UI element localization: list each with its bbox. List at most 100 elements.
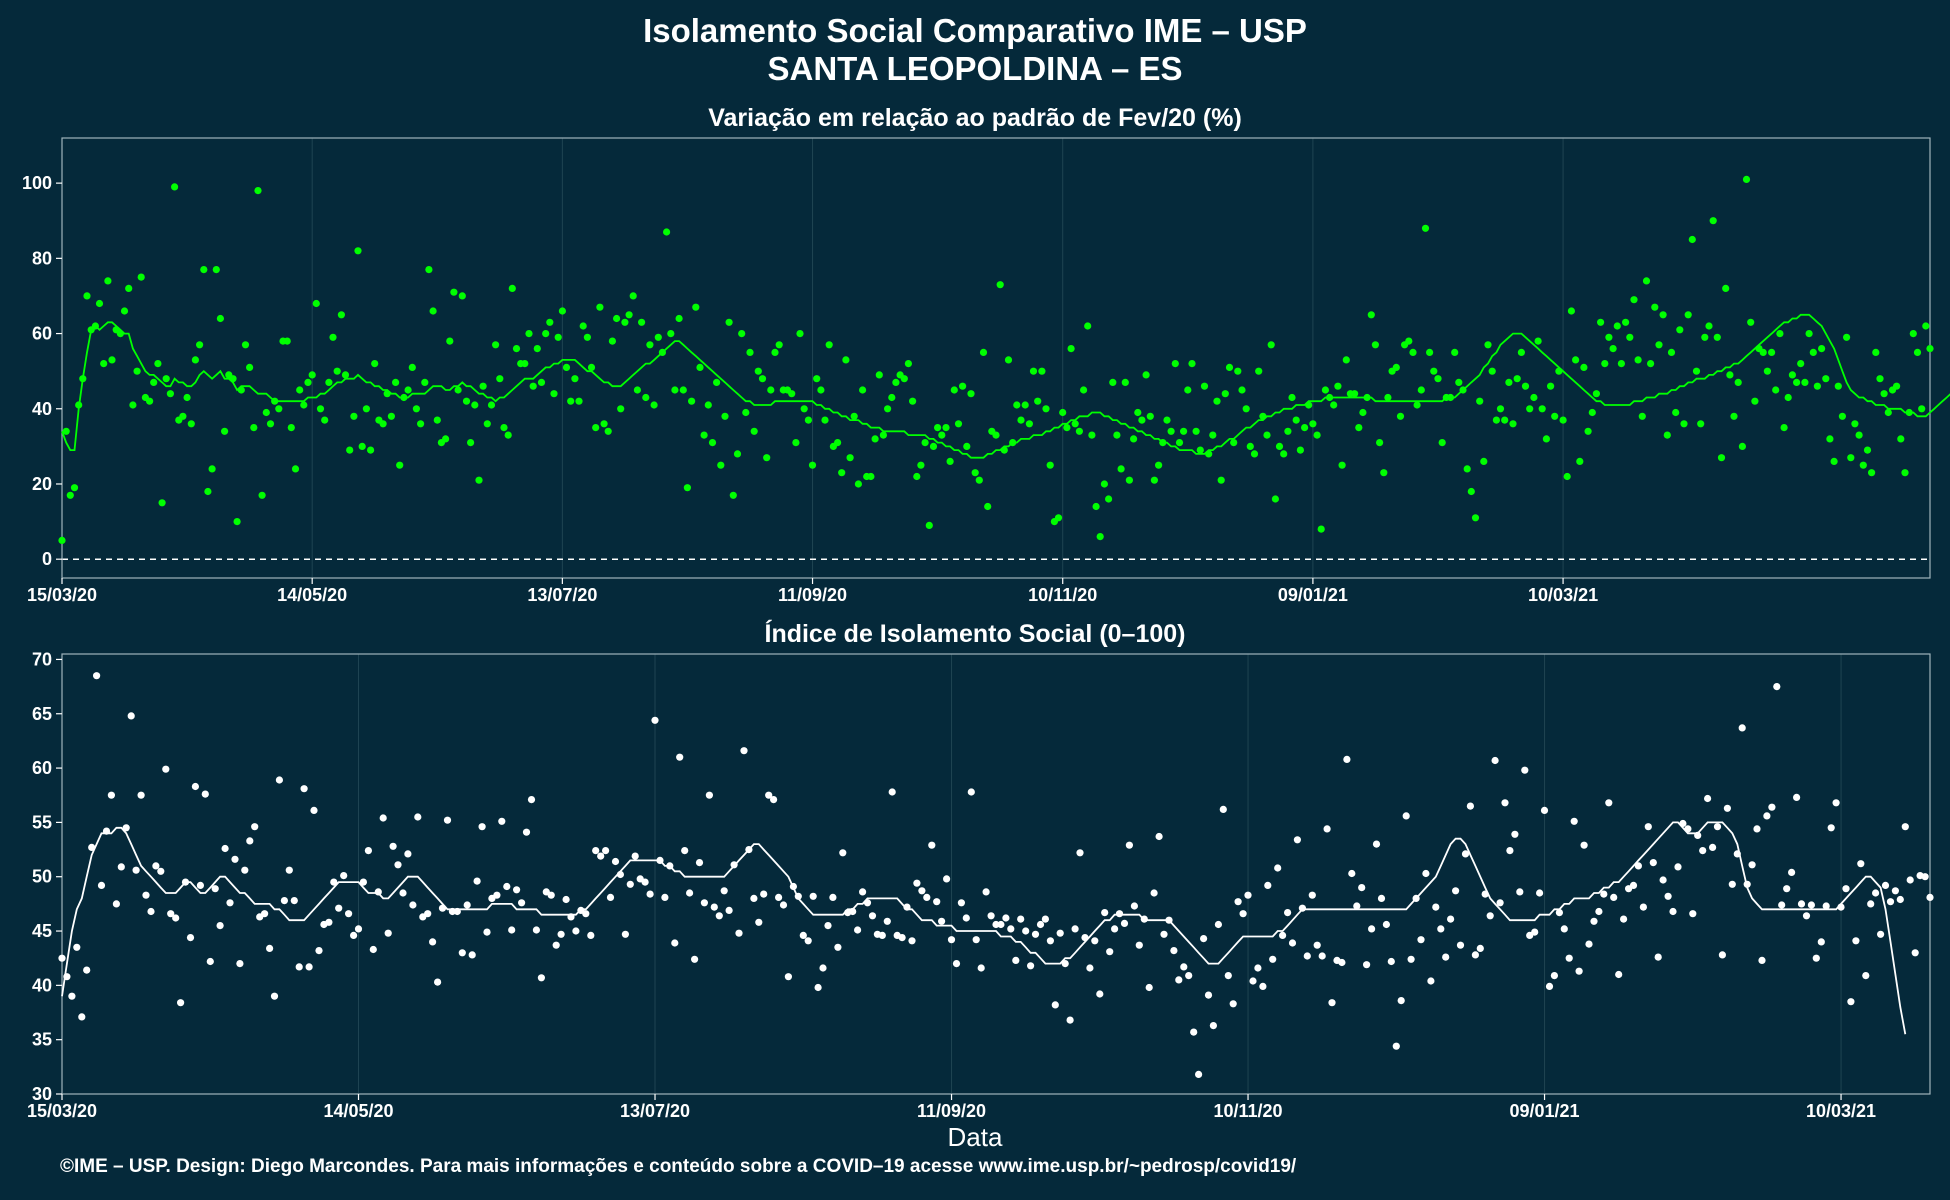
index-data-point: [967, 788, 975, 796]
index-data-point: [369, 945, 377, 954]
variation-data-point: [1563, 472, 1571, 481]
variation-data-point: [1638, 412, 1646, 420]
variation-data-point: [733, 450, 742, 458]
index-data-point: [1348, 869, 1356, 878]
variation-data-point: [1200, 382, 1209, 390]
variation-data-point: [1830, 457, 1838, 465]
variation-data-point: [475, 476, 483, 484]
variation-data-point: [1476, 397, 1484, 405]
index-data-point: [1200, 935, 1208, 943]
index-data-point: [1639, 903, 1647, 911]
index-data-point: [1481, 890, 1489, 898]
index-data-point: [196, 881, 204, 890]
variation-data-point: [1250, 450, 1259, 458]
variation-data-point: [1897, 435, 1905, 443]
index-data-point: [1303, 952, 1311, 960]
index-data-point: [760, 890, 768, 898]
variation-data-point: [813, 375, 821, 383]
index-data-point: [1906, 876, 1914, 884]
variation-data-point: [1130, 435, 1138, 443]
variation-data-point: [1080, 386, 1088, 394]
variation-data-point: [146, 397, 154, 405]
index-data-point: [1160, 930, 1168, 938]
variation-data-point: [1430, 367, 1438, 375]
index-data-point: [1130, 902, 1138, 910]
variation-data-point: [950, 386, 958, 394]
variation-data-point: [679, 386, 687, 394]
variation-data-point: [1859, 461, 1867, 469]
variation-data-point: [1059, 408, 1067, 417]
index-data-point: [493, 891, 501, 899]
variation-data-point: [196, 341, 204, 349]
variation-data-point: [971, 469, 979, 477]
variation-data-point: [266, 420, 275, 428]
index-data-point: [83, 966, 91, 974]
variation-data-point: [208, 465, 216, 473]
variation-data-point: [913, 472, 921, 481]
index-data-point: [1644, 823, 1652, 831]
index-data-point: [1145, 983, 1153, 992]
variation-data-point: [742, 408, 750, 417]
index-data-point: [1565, 954, 1573, 962]
index-data-point: [429, 938, 437, 946]
variation-data-point: [1709, 217, 1717, 225]
variation-data-point: [1626, 333, 1634, 341]
index-data-point: [903, 903, 911, 911]
index-data-point: [1007, 925, 1015, 933]
index-data-point: [458, 949, 466, 957]
variation-data-point: [1417, 386, 1425, 394]
index-data-point: [1718, 951, 1726, 959]
variation-data-point: [984, 502, 992, 511]
variation-data-point: [1705, 322, 1713, 330]
variation-data-point: [884, 405, 892, 413]
variation-data-point: [100, 360, 108, 368]
variation-data-point: [62, 427, 70, 435]
chart-title-line1: Isolamento Social Comparativo IME – USP: [643, 12, 1307, 49]
variation-data-point: [1246, 442, 1254, 450]
index-data-point: [641, 878, 649, 886]
variation-data-point: [729, 491, 737, 499]
index-data-point: [414, 813, 422, 821]
index-data-point: [1689, 910, 1697, 918]
index-data-point: [443, 816, 452, 824]
panel1-title: Variação em relação ao padrão de Fev/20 …: [708, 104, 1242, 132]
variation-data-point: [425, 266, 433, 274]
index-data-point: [972, 936, 980, 944]
variation-data-point: [508, 284, 516, 292]
index-data-point: [1852, 937, 1860, 945]
index-data-point: [750, 894, 758, 903]
variation-data-point: [166, 390, 174, 398]
index-data-point: [1012, 956, 1020, 965]
index-data-point: [1600, 890, 1608, 898]
variation-data-point: [967, 390, 975, 398]
variation-data-point: [1526, 405, 1534, 413]
x-axis-title: Data: [947, 1122, 1003, 1152]
variation-data-point: [521, 360, 529, 368]
variation-data-point: [1843, 333, 1851, 341]
index-data-point: [720, 887, 728, 895]
x-tick-label: 13/07/20: [620, 1101, 690, 1121]
variation-data-point: [1913, 348, 1922, 356]
index-data-point: [918, 887, 926, 895]
variation-data-point: [658, 348, 667, 356]
variation-data-point: [1734, 378, 1742, 386]
x-tick-label: 15/03/20: [27, 1101, 97, 1121]
variation-data-point: [917, 461, 925, 469]
variation-data-point: [796, 330, 804, 338]
plot-frame: [61, 137, 1931, 579]
variation-data-point: [1217, 476, 1225, 484]
index-data-point: [186, 934, 195, 942]
variation-data-point: [496, 375, 504, 383]
variation-data-point: [704, 401, 712, 409]
index-data-point: [280, 897, 288, 905]
variation-data-point: [663, 228, 671, 236]
index-data-point: [1298, 904, 1306, 912]
index-data-point: [681, 847, 689, 855]
variation-data-point: [504, 431, 512, 439]
variation-data-point: [738, 330, 746, 338]
variation-data-point: [392, 378, 400, 386]
variation-data-point: [116, 330, 124, 338]
index-data-point: [1165, 916, 1173, 924]
variation-data-point: [1663, 431, 1671, 439]
variation-data-point: [1409, 348, 1417, 356]
